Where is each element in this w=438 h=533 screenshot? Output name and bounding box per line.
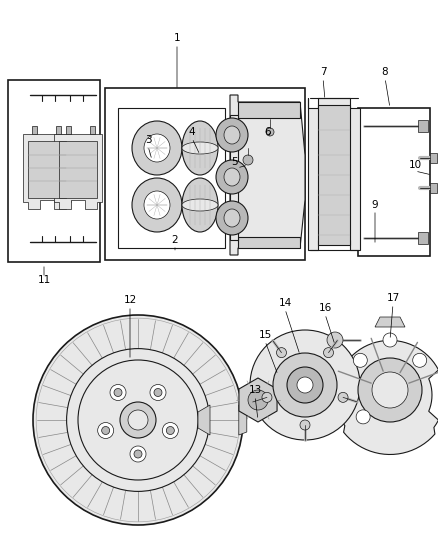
Text: 13: 13: [248, 385, 261, 395]
Text: 15: 15: [258, 330, 272, 340]
Circle shape: [356, 410, 370, 424]
Circle shape: [273, 353, 337, 417]
Bar: [66, 125, 71, 134]
Ellipse shape: [182, 199, 218, 211]
Text: 10: 10: [409, 160, 421, 170]
Circle shape: [266, 128, 274, 136]
Bar: [105, 88, 305, 260]
Bar: [56, 125, 60, 134]
Circle shape: [166, 426, 174, 434]
Text: 5: 5: [232, 157, 238, 167]
Circle shape: [383, 333, 397, 347]
Bar: [430, 183, 437, 193]
Text: 9: 9: [372, 200, 378, 210]
Ellipse shape: [132, 121, 182, 175]
Circle shape: [243, 155, 253, 165]
Text: 2: 2: [172, 235, 178, 245]
Circle shape: [128, 410, 148, 430]
Text: 12: 12: [124, 295, 137, 305]
Text: 6: 6: [265, 127, 271, 137]
Circle shape: [276, 348, 286, 358]
Polygon shape: [238, 237, 300, 248]
Circle shape: [120, 402, 156, 438]
Circle shape: [162, 423, 178, 439]
Circle shape: [250, 330, 360, 440]
Circle shape: [297, 377, 313, 393]
Polygon shape: [239, 378, 277, 422]
Circle shape: [413, 353, 427, 367]
Bar: [90, 125, 95, 134]
Circle shape: [102, 426, 110, 434]
Bar: [430, 153, 437, 163]
Circle shape: [78, 360, 198, 480]
Circle shape: [262, 392, 272, 402]
Bar: [358, 108, 430, 256]
Circle shape: [248, 390, 268, 410]
Ellipse shape: [144, 191, 170, 219]
Text: 1: 1: [174, 33, 180, 43]
Circle shape: [67, 349, 209, 491]
Circle shape: [327, 332, 343, 348]
Text: 3: 3: [145, 135, 151, 145]
Circle shape: [33, 315, 243, 525]
Circle shape: [130, 446, 146, 462]
Polygon shape: [59, 141, 97, 198]
Text: 17: 17: [386, 293, 399, 303]
Polygon shape: [198, 405, 210, 435]
Polygon shape: [54, 134, 102, 209]
Ellipse shape: [144, 134, 170, 162]
Polygon shape: [23, 134, 71, 209]
Circle shape: [114, 389, 122, 397]
Ellipse shape: [224, 209, 240, 227]
Circle shape: [287, 367, 323, 403]
Text: 14: 14: [279, 298, 292, 308]
Circle shape: [110, 384, 126, 400]
Polygon shape: [336, 341, 438, 455]
Circle shape: [98, 423, 114, 439]
Circle shape: [324, 348, 333, 358]
Circle shape: [358, 358, 422, 422]
Bar: [118, 108, 225, 248]
Ellipse shape: [216, 201, 248, 235]
Circle shape: [134, 450, 142, 458]
Bar: [418, 232, 428, 244]
Ellipse shape: [182, 121, 218, 175]
Circle shape: [150, 384, 166, 400]
Circle shape: [353, 353, 367, 367]
Circle shape: [154, 389, 162, 397]
Text: 4: 4: [189, 127, 195, 137]
Polygon shape: [28, 141, 66, 198]
Ellipse shape: [216, 118, 248, 152]
Polygon shape: [318, 105, 350, 245]
Text: 16: 16: [318, 303, 332, 313]
Polygon shape: [308, 98, 360, 250]
Text: 11: 11: [37, 275, 51, 285]
Polygon shape: [375, 317, 405, 327]
Bar: [418, 120, 428, 132]
Ellipse shape: [182, 142, 218, 154]
Ellipse shape: [216, 160, 248, 194]
Polygon shape: [230, 115, 238, 240]
Bar: [8, 80, 100, 262]
Polygon shape: [238, 102, 300, 118]
Circle shape: [338, 392, 348, 402]
Ellipse shape: [224, 168, 240, 186]
Text: 8: 8: [381, 67, 389, 77]
Circle shape: [372, 372, 408, 408]
Circle shape: [300, 420, 310, 430]
Ellipse shape: [224, 126, 240, 144]
Ellipse shape: [132, 178, 182, 232]
Text: 7: 7: [320, 67, 326, 77]
Polygon shape: [230, 95, 305, 255]
Bar: [32, 125, 37, 134]
Ellipse shape: [182, 178, 218, 232]
Polygon shape: [239, 405, 247, 435]
